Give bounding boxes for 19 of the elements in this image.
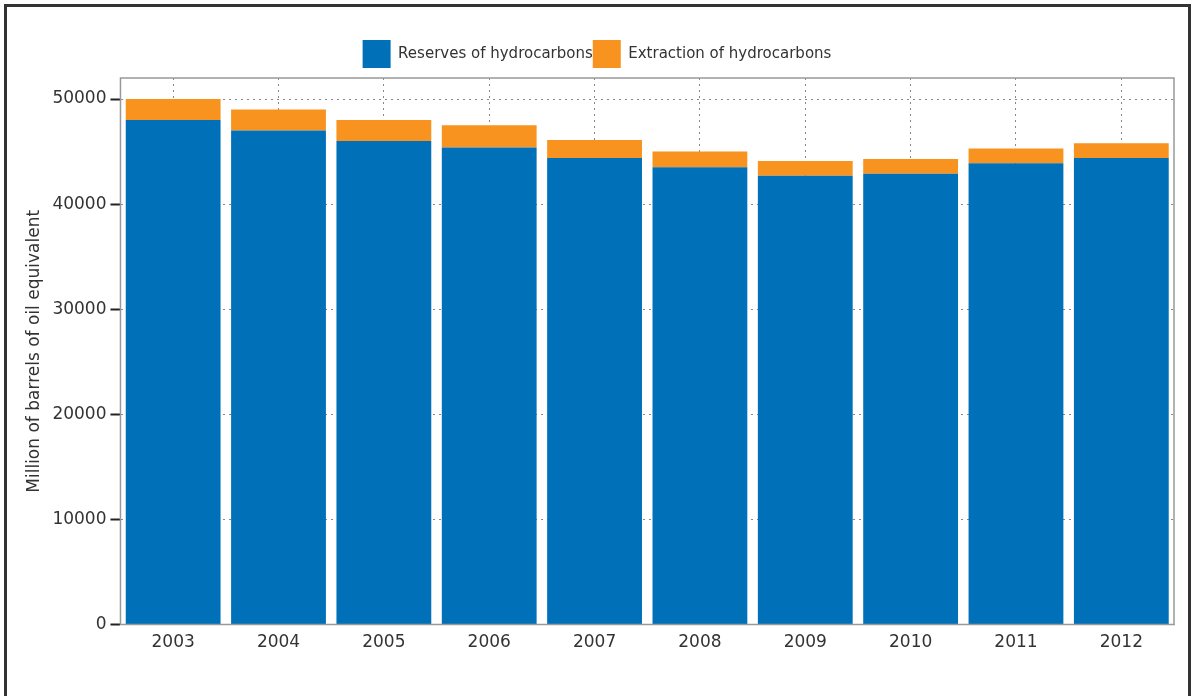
x-tick-label: 2004: [256, 631, 301, 652]
y-tick-label: 40000: [52, 192, 107, 213]
x-tick-label: 2003: [151, 631, 195, 652]
x-tick-label: 2007: [572, 631, 617, 652]
x-tick-label: 2012: [1099, 631, 1143, 652]
x-tick-label: 2011: [994, 631, 1038, 652]
y-axis-title: Million of barrels of oil equivalent: [22, 209, 43, 493]
y-tick-label: 0: [95, 613, 107, 634]
x-tick-label: 2009: [783, 631, 827, 652]
y-tick-label: 50000: [52, 87, 107, 108]
x-tick-label: 2010: [888, 631, 933, 652]
legend-label: Reserves of hydrocarbons: [398, 43, 593, 62]
x-tick-label: 2005: [362, 631, 406, 652]
y-tick-label: 10000: [52, 507, 107, 528]
x-tick-label: 2006: [467, 631, 511, 652]
y-tick-label: 20000: [52, 402, 107, 423]
x-tick-label: 2008: [678, 631, 722, 652]
y-tick-label: 30000: [52, 297, 107, 318]
legend-label: Extraction of hydrocarbons: [628, 43, 832, 62]
